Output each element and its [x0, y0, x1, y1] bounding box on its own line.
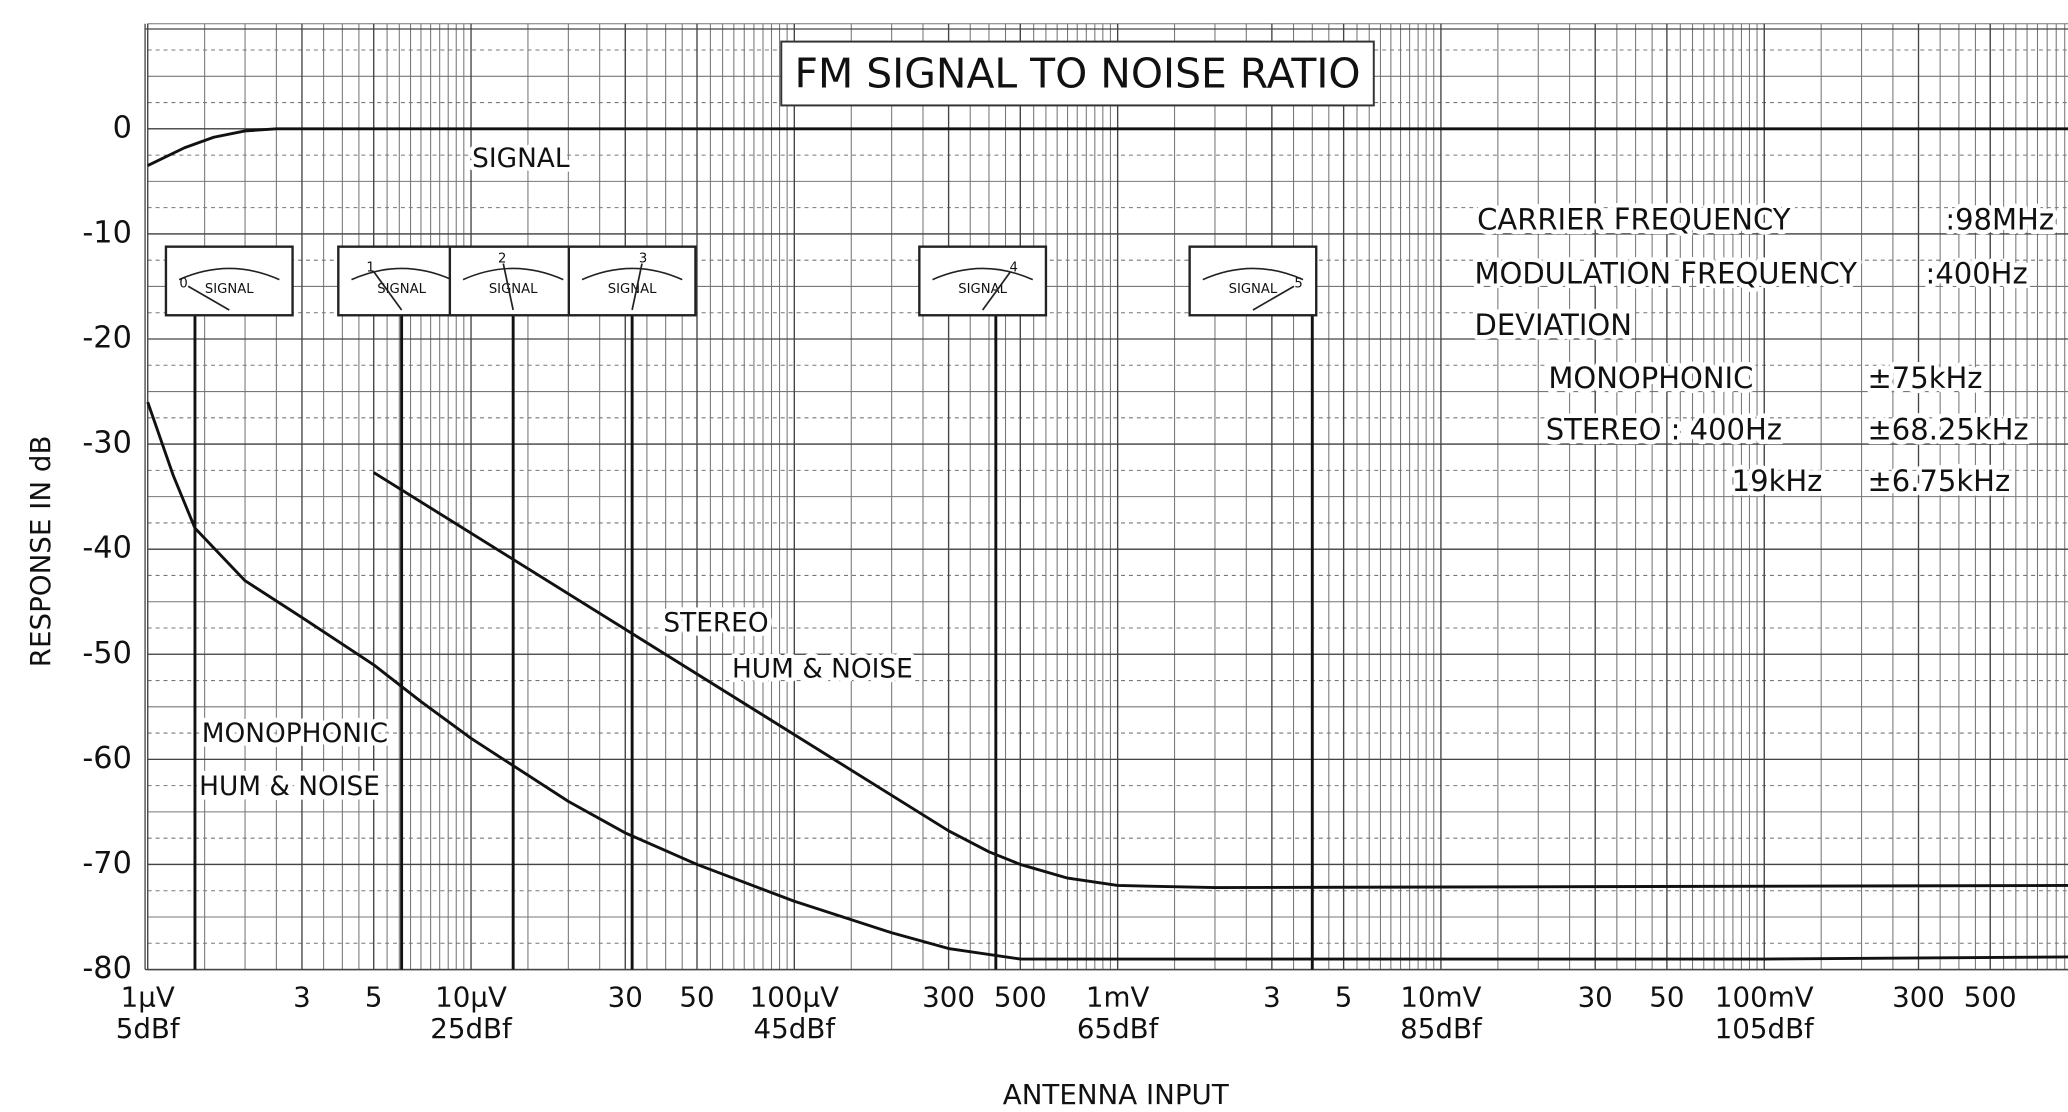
y-tick-label: -10 — [82, 215, 132, 250]
meter-reading: 0 — [179, 277, 187, 292]
spec-label: STEREO : 400Hz — [1546, 412, 1782, 446]
spec-label: MODULATION FREQUENCY — [1475, 257, 1858, 291]
x-tick-label: 30 — [608, 981, 643, 1014]
spec-value: :400Hz — [1926, 257, 2028, 291]
annotation: SIGNAL — [472, 144, 570, 174]
meter-reading: 5 — [1294, 277, 1302, 292]
annotation: HUM & NOISE — [732, 655, 913, 685]
x-tick-sublabel: 105dBf — [1715, 1012, 1815, 1045]
chart: SIGNAL STEREO HUM & NOISE MONOPHONIC HUM… — [0, 0, 2068, 1112]
x-tick-label: 10mV — [1400, 981, 1481, 1014]
x-tick-label: 500 — [1964, 981, 2017, 1014]
annotation: MONOPHONIC — [202, 719, 388, 749]
x-tick-label: 100mV — [1715, 981, 1814, 1014]
spec-value: ±6.75kHz — [1868, 464, 2011, 498]
x-tick-label: 3 — [293, 981, 311, 1014]
y-tick-label: -50 — [82, 636, 132, 671]
meter-label: SIGNAL — [608, 282, 657, 297]
annotation: HUM & NOISE — [199, 772, 380, 802]
x-tick-sublabel: 25dBf — [430, 1012, 513, 1045]
meter-reading: 2 — [498, 251, 506, 266]
x-tick-label: 300 — [922, 981, 975, 1014]
meter-reading: 1 — [366, 260, 374, 275]
annotation: STEREO — [663, 608, 768, 638]
x-tick-label: 5 — [365, 981, 383, 1014]
x-axis-label: ANTENNA INPUT — [1003, 1078, 1229, 1111]
x-tick-sublabel: 85dBf — [1400, 1012, 1483, 1045]
x-tick-label: 50 — [1649, 981, 1684, 1014]
x-tick-label: 30 — [1578, 981, 1613, 1014]
x-tick-sublabel: 65dBf — [1077, 1012, 1160, 1045]
spec-label: CARRIER FREQUENCY — [1477, 203, 1791, 237]
series-line — [374, 472, 2068, 887]
x-tick-sublabel: 5dBf — [116, 1012, 181, 1045]
x-tick-label: 100µV — [750, 981, 839, 1014]
chart-title: FM SIGNAL TO NOISE RATIO — [794, 50, 1360, 98]
meter-label: SIGNAL — [1229, 282, 1278, 297]
spec-label: MONOPHONIC — [1548, 361, 1753, 395]
x-tick-label: 1µV — [121, 981, 175, 1014]
spec-value: :98MHz — [1945, 203, 2054, 237]
y-tick-label: -40 — [82, 531, 132, 566]
meter-label: SIGNAL — [377, 282, 426, 297]
x-tick-label: 50 — [679, 981, 714, 1014]
meter-label: SIGNAL — [958, 282, 1007, 297]
meter-reading: 4 — [1009, 260, 1017, 275]
spec-label: DEVIATION — [1475, 308, 1632, 342]
meter-reading: 3 — [639, 251, 647, 266]
x-tick-label: 1mV — [1086, 981, 1150, 1014]
x-tick-label: 10µV — [435, 981, 507, 1014]
meter-label: SIGNAL — [489, 282, 538, 297]
y-tick-label: 0 — [113, 110, 132, 145]
spec-value: ±75kHz — [1868, 361, 1983, 395]
y-axis-label: RESPONSE IN dB — [24, 436, 57, 668]
x-tick-sublabel: 45dBf — [754, 1012, 837, 1045]
y-tick-label: -30 — [82, 426, 132, 461]
x-tick-label: 5 — [1335, 981, 1353, 1014]
x-tick-label: 300 — [1892, 981, 1945, 1014]
y-tick-label: -70 — [82, 846, 132, 881]
meter-label: SIGNAL — [205, 282, 254, 297]
spec-label: 19kHz — [1732, 464, 1823, 498]
x-tick-label: 3 — [1263, 981, 1281, 1014]
spec-value: ±68.25kHz — [1868, 412, 2029, 446]
y-tick-label: -60 — [82, 741, 132, 776]
series-line — [148, 129, 2068, 166]
x-tick-label: 500 — [994, 981, 1047, 1014]
y-tick-label: -20 — [82, 321, 132, 356]
